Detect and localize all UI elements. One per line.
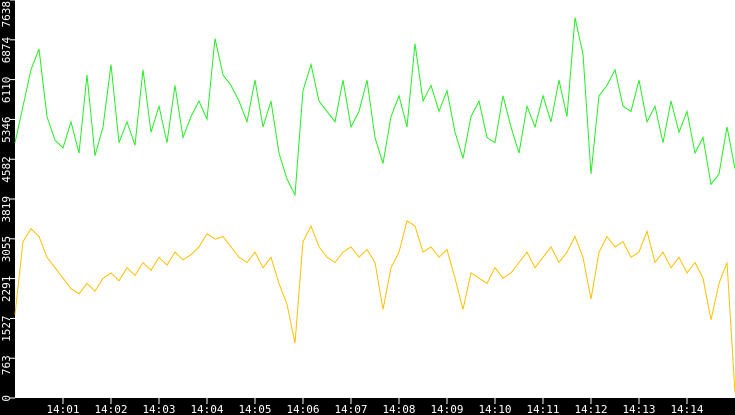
x-tick-label: 14:06 — [286, 403, 319, 415]
y-tick-label: 3819 — [0, 196, 13, 223]
y-tick-label: 5346 — [0, 116, 13, 143]
x-tick-label: 14:01 — [46, 403, 79, 415]
x-tick-label: 14:13 — [622, 403, 655, 415]
x-tick-label: 14:09 — [430, 403, 463, 415]
x-tick-label: 14:07 — [334, 403, 367, 415]
x-tick-label: 14:08 — [382, 403, 415, 415]
y-tick-label: 3055 — [0, 236, 13, 263]
y-tick-label: 2291 — [0, 276, 13, 303]
y-tick-label: 7638 — [0, 1, 13, 28]
y-tick-label: 1527 — [0, 315, 13, 342]
y-tick-label: 6874 — [0, 36, 13, 63]
x-tick-label: 14:04 — [190, 403, 223, 415]
x-tick-label: 14:05 — [238, 403, 271, 415]
series-line-2 — [14, 220, 735, 393]
x-tick-label: 14:03 — [142, 403, 175, 415]
series-line-1 — [14, 17, 735, 197]
x-tick-label: 14:11 — [526, 403, 559, 415]
x-tick-label: 14:14 — [670, 403, 703, 415]
y-tick-label: 763 — [0, 355, 13, 375]
x-tick-label: 14:10 — [478, 403, 511, 415]
plot-area — [15, 0, 735, 398]
x-tick-label: 14:12 — [574, 403, 607, 415]
y-tick-label: 0 — [0, 395, 13, 402]
y-tick-label: 4582 — [0, 156, 13, 183]
y-tick-label: 6110 — [0, 77, 13, 104]
x-tick-label: 14:02 — [94, 403, 127, 415]
